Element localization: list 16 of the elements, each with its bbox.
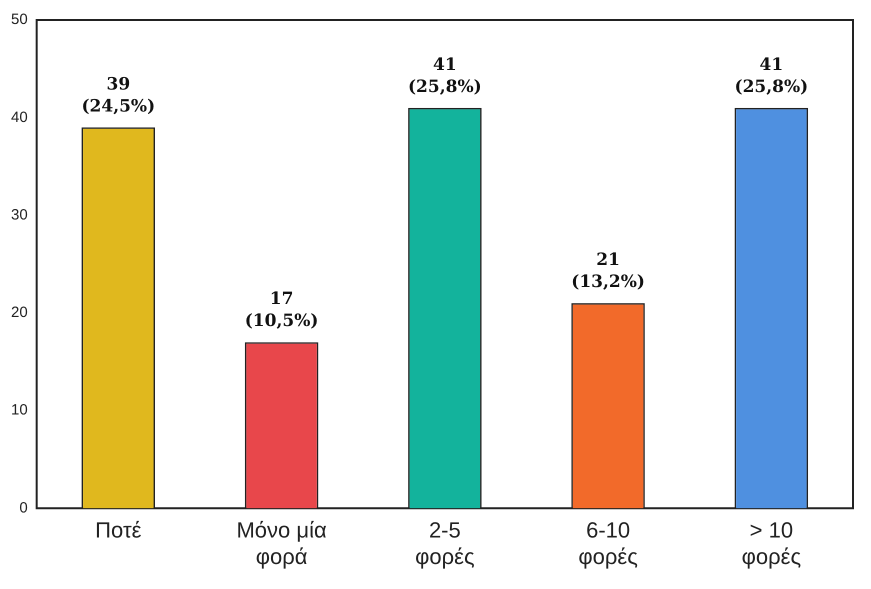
x-tick-label: Μόνο μία φορά bbox=[236, 517, 327, 569]
x-tick-label: 2-5 φορές bbox=[415, 517, 475, 569]
data-label: 41 (25,8%) bbox=[734, 54, 808, 97]
x-tick-label: 6-10 φορές bbox=[578, 517, 638, 569]
x-tick-label: > 10 φορές bbox=[742, 517, 802, 569]
x-tick-label: Ποτέ bbox=[95, 517, 142, 542]
data-label: 39 (24,5%) bbox=[81, 74, 156, 116]
data-label: 17 (10,5%) bbox=[244, 289, 318, 332]
y-tick-label: 50 bbox=[10, 11, 28, 28]
y-tick-label: 10 bbox=[10, 402, 28, 419]
y-tick-label: 0 bbox=[19, 499, 28, 516]
data-label: 41 (25,8%) bbox=[408, 54, 482, 97]
y-tick-label: 20 bbox=[10, 304, 28, 322]
data-label: 21 (13,2%) bbox=[571, 250, 645, 292]
y-tick-label: 40 bbox=[10, 108, 28, 126]
y-tick-label: 30 bbox=[10, 206, 28, 224]
